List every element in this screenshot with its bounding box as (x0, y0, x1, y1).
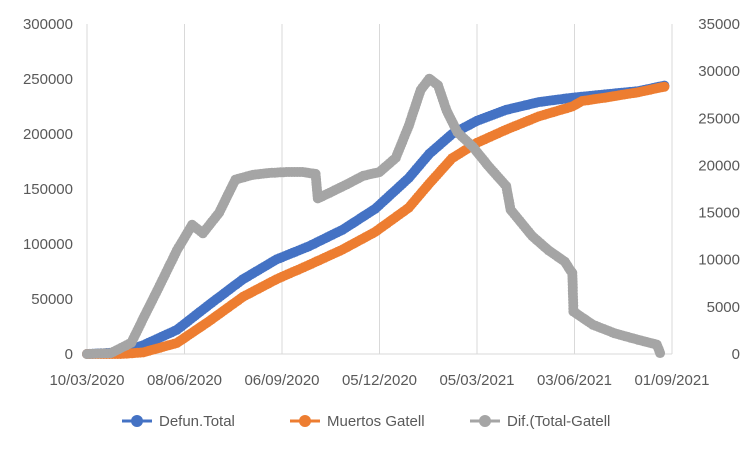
y-left-tick-label: 300000 (23, 16, 73, 33)
legend: Defun.Total Muertos Gatell Dif.(Total-Gate… (122, 413, 610, 430)
legend-label: Dif.(Total-Gatell (507, 413, 610, 430)
y-left-tick-label: 200000 (23, 126, 73, 143)
y-right-tick-label: 15000 (698, 205, 740, 222)
legend-item: Dif.(Total-Gatell (470, 413, 610, 430)
y-right-tick-label: 25000 (698, 110, 740, 127)
data-point (655, 348, 666, 359)
legend-swatch-marker (479, 415, 491, 427)
x-tick-label: 10/03/2020 (49, 372, 124, 389)
x-tick-label: 08/06/2020 (147, 372, 222, 389)
y-left-tick-label: 50000 (31, 291, 73, 308)
series-layer (82, 73, 670, 359)
y-right-tick-label: 35000 (698, 16, 740, 33)
x-tick-label: 06/09/2020 (244, 372, 319, 389)
x-tick-label: 05/03/2021 (439, 372, 514, 389)
y-left-tick-label: 0 (65, 346, 73, 363)
y-right-tick-label: 20000 (698, 157, 740, 174)
y-right-tick-label: 10000 (698, 252, 740, 269)
y-left-tick-label: 100000 (23, 236, 73, 253)
y-left-tick-label: 250000 (23, 71, 73, 88)
x-tick-label: 01/09/2021 (634, 372, 709, 389)
legend-label: Defun.Total (159, 413, 235, 430)
legend-label: Muertos Gatell (327, 413, 425, 430)
grid-layer (86, 24, 673, 355)
y-right-tick-label: 0 (732, 346, 740, 363)
y-left-tick-label: 150000 (23, 181, 73, 198)
legend-item: Muertos Gatell (290, 413, 425, 430)
x-tick-label: 05/12/2020 (342, 372, 417, 389)
y-right-tick-label: 5000 (707, 299, 740, 316)
series-2 (82, 73, 666, 359)
legend-item: Defun.Total (122, 413, 235, 430)
data-point (659, 81, 670, 92)
x-tick-label: 03/06/2021 (537, 372, 612, 389)
y-right-tick-label: 30000 (698, 63, 740, 80)
legend-swatch-marker (131, 415, 143, 427)
axis-layer: 10/03/2020 08/06/2020 06/09/2020 05/12/2020… (23, 16, 740, 389)
legend-swatch-marker (299, 415, 311, 427)
